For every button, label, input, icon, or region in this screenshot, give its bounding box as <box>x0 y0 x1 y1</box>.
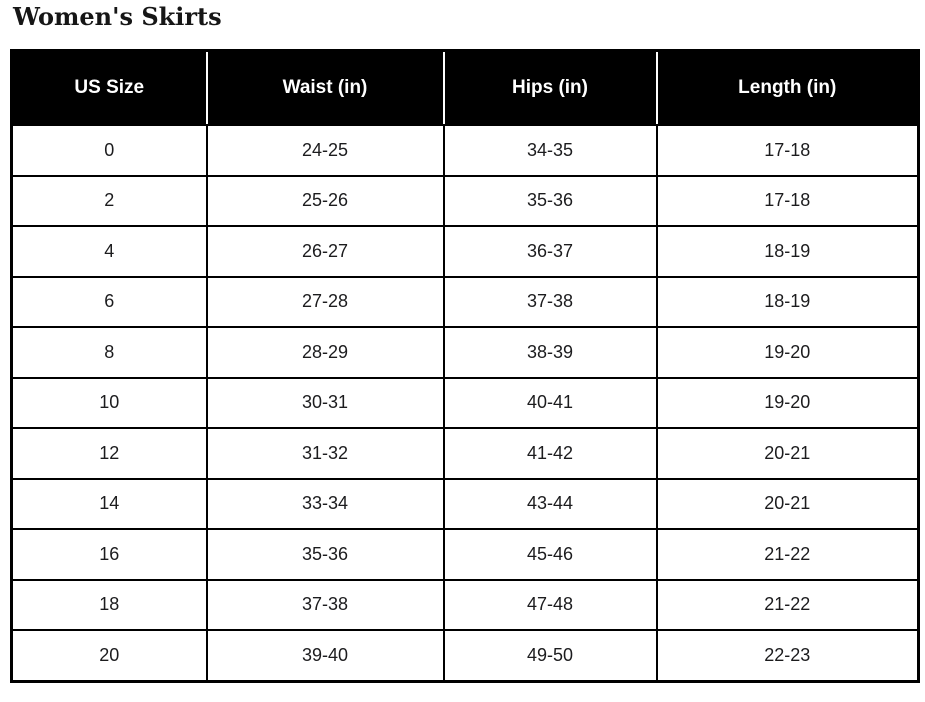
cell-length: 19-20 <box>655 326 920 379</box>
cell-hips: 36-37 <box>442 225 658 278</box>
cell-length: 20-21 <box>655 427 920 480</box>
cell-waist: 27-28 <box>205 275 445 328</box>
cell-us-size: 10 <box>10 376 208 429</box>
size-table-body: 0 24-25 34-35 17-18 2 25-26 35-36 17-18 … <box>10 124 920 682</box>
table-row: 8 28-29 38-39 19-20 <box>10 326 920 379</box>
cell-waist: 26-27 <box>205 225 445 278</box>
table-row: 0 24-25 34-35 17-18 <box>10 124 920 177</box>
cell-hips: 37-38 <box>442 275 658 328</box>
column-header-hips: Hips (in) <box>442 49 658 126</box>
cell-waist: 25-26 <box>205 174 445 227</box>
cell-us-size: 6 <box>10 275 208 328</box>
cell-length: 18-19 <box>655 225 920 278</box>
cell-length: 21-22 <box>655 528 920 581</box>
cell-us-size: 12 <box>10 427 208 480</box>
cell-hips: 47-48 <box>442 578 658 631</box>
cell-waist: 39-40 <box>205 629 445 682</box>
cell-hips: 45-46 <box>442 528 658 581</box>
cell-us-size: 2 <box>10 174 208 227</box>
table-row: 10 30-31 40-41 19-20 <box>10 376 920 429</box>
table-row: 16 35-36 45-46 21-22 <box>10 528 920 581</box>
cell-waist: 31-32 <box>205 427 445 480</box>
size-table-header-row: US Size Waist (in) Hips (in) Length (in) <box>10 49 920 126</box>
cell-length: 17-18 <box>655 174 920 227</box>
cell-hips: 35-36 <box>442 174 658 227</box>
table-row: 2 25-26 35-36 17-18 <box>10 174 920 227</box>
cell-length: 20-21 <box>655 477 920 530</box>
cell-hips: 41-42 <box>442 427 658 480</box>
cell-waist: 37-38 <box>205 578 445 631</box>
cell-us-size: 0 <box>10 124 208 177</box>
cell-hips: 43-44 <box>442 477 658 530</box>
cell-us-size: 4 <box>10 225 208 278</box>
cell-length: 17-18 <box>655 124 920 177</box>
cell-length: 18-19 <box>655 275 920 328</box>
cell-hips: 49-50 <box>442 629 658 682</box>
column-header-length: Length (in) <box>655 49 920 126</box>
cell-hips: 38-39 <box>442 326 658 379</box>
table-row: 18 37-38 47-48 21-22 <box>10 578 920 631</box>
cell-length: 22-23 <box>655 629 920 682</box>
table-row: 14 33-34 43-44 20-21 <box>10 477 920 530</box>
cell-length: 19-20 <box>655 376 920 429</box>
cell-hips: 40-41 <box>442 376 658 429</box>
column-header-waist: Waist (in) <box>205 49 445 126</box>
cell-waist: 35-36 <box>205 528 445 581</box>
cell-waist: 24-25 <box>205 124 445 177</box>
cell-length: 21-22 <box>655 578 920 631</box>
column-header-us-size: US Size <box>10 49 208 126</box>
cell-us-size: 18 <box>10 578 208 631</box>
table-row: 4 26-27 36-37 18-19 <box>10 225 920 278</box>
cell-us-size: 14 <box>10 477 208 530</box>
cell-hips: 34-35 <box>442 124 658 177</box>
cell-us-size: 16 <box>10 528 208 581</box>
cell-waist: 33-34 <box>205 477 445 530</box>
table-row: 20 39-40 49-50 22-23 <box>10 629 920 682</box>
cell-waist: 30-31 <box>205 376 445 429</box>
size-table: US Size Waist (in) Hips (in) Length (in)… <box>10 49 920 683</box>
cell-us-size: 20 <box>10 629 208 682</box>
cell-us-size: 8 <box>10 326 208 379</box>
table-row: 6 27-28 37-38 18-19 <box>10 275 920 328</box>
table-row: 12 31-32 41-42 20-21 <box>10 427 920 480</box>
cell-waist: 28-29 <box>205 326 445 379</box>
page-title: Women's Skirts <box>13 2 222 31</box>
